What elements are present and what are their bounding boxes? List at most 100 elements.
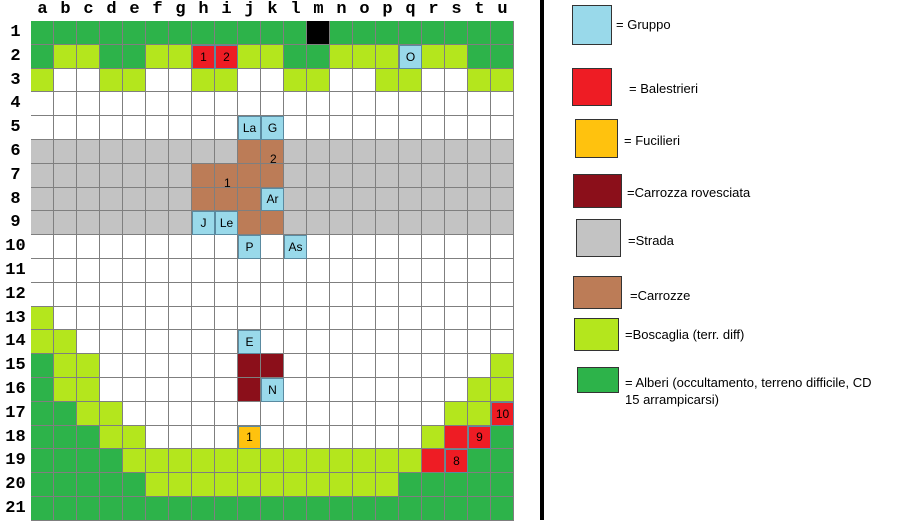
map-cell-road[interactable] [399, 187, 422, 212]
map-cell-empty[interactable] [238, 68, 261, 93]
map-cell-road[interactable] [422, 140, 445, 164]
map-cell-trees[interactable] [31, 473, 54, 497]
map-cell-trees[interactable] [284, 44, 307, 69]
map-cell-empty[interactable] [491, 259, 514, 283]
map-cell-empty[interactable] [100, 259, 123, 283]
map-cell-road[interactable] [468, 163, 491, 188]
map-cell-trees[interactable] [353, 497, 376, 521]
map-cell-empty[interactable] [215, 306, 238, 331]
map-cell-overturned[interactable] [238, 378, 261, 402]
map-cell-empty[interactable] [353, 235, 376, 259]
map-cell-brush[interactable] [31, 306, 54, 331]
map-cell-trees[interactable] [445, 21, 468, 45]
map-cell-empty[interactable] [146, 259, 169, 283]
map-cell-trees[interactable] [123, 473, 146, 497]
map-cell-road[interactable] [399, 140, 422, 164]
group-token[interactable]: Ar [261, 187, 284, 212]
group-token[interactable]: La [238, 116, 261, 140]
map-cell-empty[interactable] [261, 235, 284, 259]
map-cell-empty[interactable] [468, 235, 491, 259]
map-cell-carriage[interactable] [238, 163, 261, 188]
map-cell-empty[interactable] [376, 92, 399, 117]
map-cell-empty[interactable] [445, 68, 468, 93]
map-cell-trees[interactable] [54, 425, 77, 450]
map-cell-brush[interactable] [123, 449, 146, 474]
map-cell-road[interactable] [376, 211, 399, 236]
map-cell-empty[interactable] [468, 92, 491, 117]
map-cell-road[interactable] [31, 187, 54, 212]
map-cell-empty[interactable] [100, 282, 123, 307]
map-cell-empty[interactable] [491, 92, 514, 117]
map-cell-empty[interactable] [123, 92, 146, 117]
map-cell-empty[interactable] [422, 259, 445, 283]
map-cell-carriage[interactable] [261, 211, 284, 236]
map-cell-empty[interactable] [330, 92, 353, 117]
map-cell-brush[interactable] [399, 449, 422, 474]
map-cell-brush[interactable] [215, 68, 238, 93]
map-cell-empty[interactable] [445, 259, 468, 283]
map-cell-empty[interactable] [491, 306, 514, 331]
map-cell-trees[interactable] [123, 21, 146, 45]
map-cell-empty[interactable] [307, 354, 330, 378]
map-cell-carriage[interactable] [238, 140, 261, 164]
map-cell-empty[interactable] [376, 401, 399, 426]
map-cell-brush[interactable] [330, 44, 353, 69]
map-cell-road[interactable] [330, 140, 353, 164]
map-cell-brush[interactable] [491, 378, 514, 402]
map-cell-empty[interactable] [330, 378, 353, 402]
map-cell-trees[interactable] [54, 449, 77, 474]
map-cell-empty[interactable] [330, 425, 353, 450]
map-cell-trees[interactable] [261, 497, 284, 521]
map-cell-trees[interactable] [31, 425, 54, 450]
map-cell-trees[interactable] [146, 497, 169, 521]
map-cell-empty[interactable] [215, 116, 238, 140]
map-cell-black[interactable] [307, 21, 330, 45]
map-cell-empty[interactable] [146, 282, 169, 307]
map-cell-empty[interactable] [215, 401, 238, 426]
group-token[interactable]: G [261, 116, 284, 140]
map-cell-empty[interactable] [261, 68, 284, 93]
map-cell-empty[interactable] [215, 235, 238, 259]
map-cell-trees[interactable] [215, 497, 238, 521]
map-cell-empty[interactable] [330, 354, 353, 378]
map-cell-empty[interactable] [100, 116, 123, 140]
map-cell-empty[interactable] [399, 354, 422, 378]
map-cell-empty[interactable] [215, 354, 238, 378]
map-cell-trees[interactable] [445, 497, 468, 521]
map-cell-trees[interactable] [31, 354, 54, 378]
map-cell-empty[interactable] [192, 401, 215, 426]
map-cell-empty[interactable] [77, 282, 100, 307]
map-cell-trees[interactable] [307, 44, 330, 69]
map-cell-crossbow[interactable] [445, 425, 468, 450]
map-cell-empty[interactable] [215, 92, 238, 117]
map-cell-empty[interactable] [169, 306, 192, 331]
map-cell-trees[interactable] [123, 497, 146, 521]
map-cell-empty[interactable] [376, 354, 399, 378]
map-cell-empty[interactable] [468, 116, 491, 140]
map-cell-empty[interactable] [100, 354, 123, 378]
map-cell-trees[interactable] [31, 21, 54, 45]
map-cell-empty[interactable] [376, 425, 399, 450]
map-cell-road[interactable] [307, 140, 330, 164]
map-cell-empty[interactable] [353, 116, 376, 140]
map-cell-empty[interactable] [54, 259, 77, 283]
map-cell-road[interactable] [146, 140, 169, 164]
map-cell-brush[interactable] [146, 44, 169, 69]
map-cell-trees[interactable] [376, 497, 399, 521]
crossbow-token[interactable]: 2 [215, 44, 238, 69]
map-cell-brush[interactable] [146, 473, 169, 497]
map-cell-brush[interactable] [261, 473, 284, 497]
map-cell-brush[interactable] [77, 378, 100, 402]
map-cell-trees[interactable] [399, 473, 422, 497]
map-cell-empty[interactable] [284, 306, 307, 331]
map-cell-brush[interactable] [169, 449, 192, 474]
map-cell-road[interactable] [376, 163, 399, 188]
group-token[interactable]: N [261, 378, 284, 402]
map-cell-empty[interactable] [399, 235, 422, 259]
map-cell-crossbow[interactable] [422, 449, 445, 474]
crossbow-token[interactable]: 10 [491, 401, 514, 426]
map-cell-empty[interactable] [445, 378, 468, 402]
map-cell-empty[interactable] [31, 259, 54, 283]
map-cell-empty[interactable] [422, 306, 445, 331]
map-cell-road[interactable] [77, 140, 100, 164]
